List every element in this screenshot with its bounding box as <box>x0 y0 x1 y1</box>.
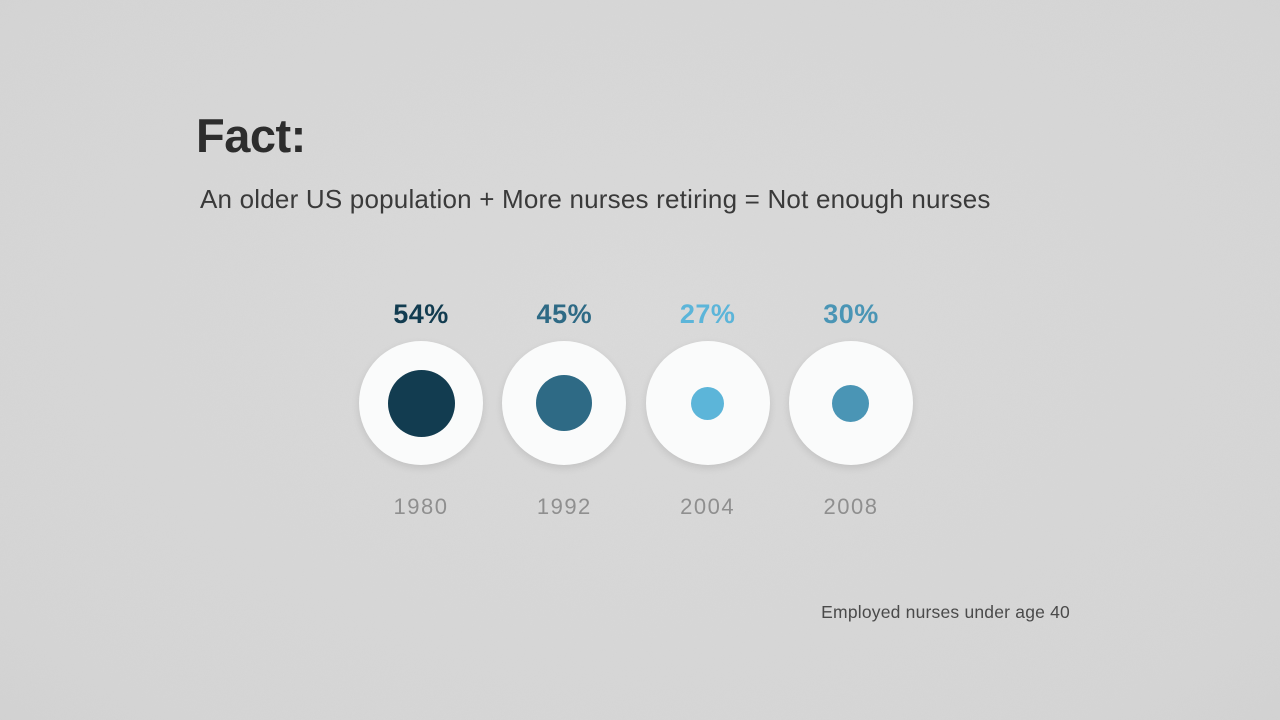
bubble-group-2008: 30% 2008 <box>788 296 913 520</box>
percent-label: 30% <box>823 299 879 329</box>
chart-caption: Employed nurses under age 40 <box>821 602 1070 622</box>
slide-title: Fact: <box>196 109 306 162</box>
bubble-group-2004: 27% 2004 <box>645 296 770 520</box>
percent-label: 27% <box>679 299 736 329</box>
year-label: 2004 <box>680 494 736 519</box>
value-dot <box>387 369 455 437</box>
value-dot <box>832 384 870 422</box>
slide-subtitle: An older US population + More nurses ret… <box>200 184 991 214</box>
bubble-chart: 54% 1980 45% 1992 27% 2004 30% 20 <box>359 296 913 520</box>
year-label: 1980 <box>393 494 449 519</box>
outer-circle <box>788 341 913 465</box>
bubble-group-1992: 45% 1992 <box>502 296 627 520</box>
percent-label: 54% <box>393 299 449 329</box>
outer-circle <box>645 341 770 465</box>
percent-label: 45% <box>536 299 593 329</box>
value-dot <box>691 386 725 420</box>
value-dot <box>536 375 593 431</box>
year-label: 1992 <box>536 494 592 519</box>
bubble-group-1980: 54% 1980 <box>359 296 483 520</box>
outer-circle <box>359 341 483 465</box>
year-label: 2008 <box>823 494 879 519</box>
outer-circle <box>502 341 627 465</box>
